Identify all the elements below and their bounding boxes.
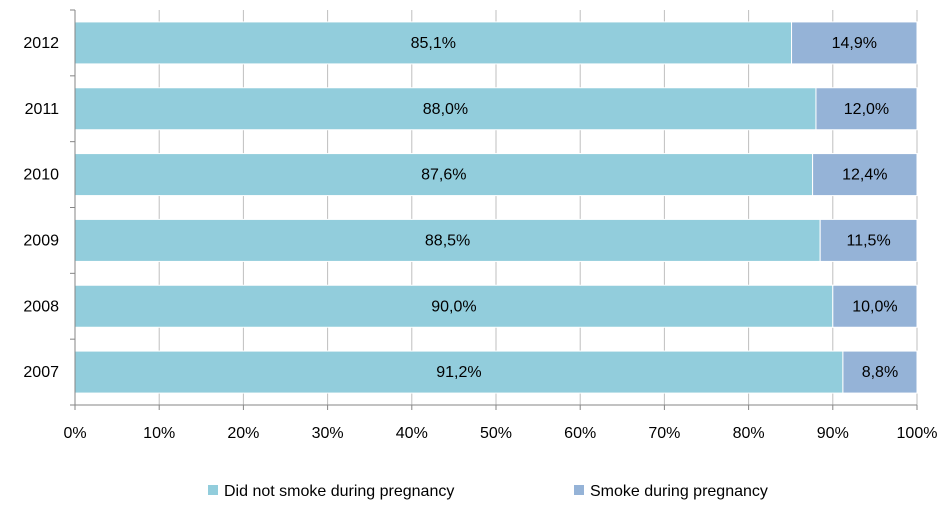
x-tick-label: 100% — [897, 425, 938, 442]
bar-smoke — [812, 153, 918, 197]
x-tick-label: 20% — [227, 425, 259, 442]
data-label: 11,5% — [846, 232, 890, 249]
bar-smoke — [819, 218, 918, 262]
bar-did-not-smoke — [74, 218, 821, 262]
x-tick-label: 50% — [480, 425, 512, 442]
category-label: 2010 — [23, 167, 59, 184]
data-label: 12,0% — [844, 101, 889, 118]
x-tick-label: 90% — [817, 425, 849, 442]
data-label: 12,4% — [842, 167, 887, 184]
labels: 0% 10% 20% 30% 40% 50% 60% 70% 80% 90% 100% 2012 85,… — [23, 35, 937, 442]
bar-did-not-smoke — [74, 350, 844, 394]
data-label: 10,0% — [852, 298, 897, 315]
x-tick-label: 80% — [733, 425, 765, 442]
bar-smoke — [832, 284, 918, 328]
x-tick-label: 0% — [63, 425, 86, 442]
x-tick-label: 30% — [312, 425, 344, 442]
data-label: 8,8% — [862, 364, 898, 381]
gridlines — [158, 10, 918, 405]
legend: Did not smoke during pregnancy Smoke duri… — [208, 483, 768, 500]
legend-swatch-did-not-smoke — [208, 485, 218, 495]
data-label: 90,0% — [431, 298, 476, 315]
x-tick-label: 70% — [648, 425, 680, 442]
data-label: 87,6% — [421, 167, 466, 184]
category-label: 2008 — [23, 298, 59, 315]
category-label: 2011 — [25, 101, 60, 118]
x-tick-label: 10% — [143, 425, 175, 442]
category-label: 2007 — [23, 364, 59, 381]
x-tick-label: 60% — [564, 425, 596, 442]
category-label: 2009 — [23, 232, 59, 249]
bar-did-not-smoke — [74, 284, 834, 328]
data-label: 88,5% — [425, 232, 470, 249]
category-label: 2012 — [23, 35, 59, 52]
bar-smoke — [842, 350, 918, 394]
legend-swatch-smoke — [574, 485, 584, 495]
legend-label-did-not-smoke: Did not smoke during pregnancy — [224, 483, 454, 500]
data-label: 85,1% — [411, 35, 456, 52]
bar-smoke — [791, 21, 918, 65]
bar-smoke — [815, 87, 918, 131]
x-tick-label: 40% — [396, 425, 428, 442]
bars — [74, 21, 918, 394]
data-label: 91,2% — [436, 364, 481, 381]
data-label: 88,0% — [423, 101, 468, 118]
data-label: 14,9% — [832, 35, 877, 52]
axes — [70, 9, 918, 410]
legend-label-smoke: Smoke during pregnancy — [590, 483, 768, 500]
